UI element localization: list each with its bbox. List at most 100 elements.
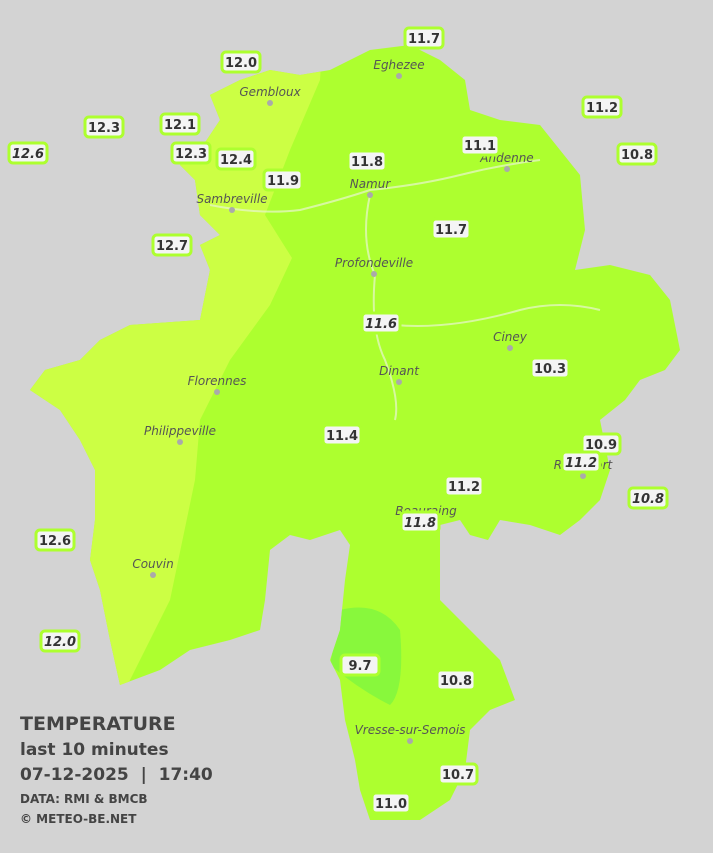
station: 11.8 <box>399 510 441 534</box>
station-box <box>435 668 477 692</box>
legend-source: DATA: RMI & BMCB <box>20 792 148 806</box>
station-box <box>403 26 445 50</box>
town-label: Namur <box>350 177 392 191</box>
station-box <box>346 149 388 173</box>
station-box <box>83 115 125 139</box>
town-dot <box>229 207 235 213</box>
station: 12.6 <box>34 528 76 552</box>
station-value: 11.4 <box>326 429 358 444</box>
town-label: Dinant <box>379 364 420 378</box>
station: 9.7 <box>339 653 381 677</box>
station-value: 11.7 <box>435 223 467 238</box>
station-value: 12.6 <box>39 534 71 549</box>
station: 11.9 <box>262 168 304 192</box>
station-box <box>220 50 262 74</box>
town-label: Couvin <box>132 557 173 571</box>
station: 11.7 <box>430 217 472 241</box>
town-dot <box>504 166 510 172</box>
town-label: Eghezee <box>373 58 424 72</box>
station-value: 10.9 <box>585 438 617 453</box>
town-dot <box>214 389 220 395</box>
station: 12.4 <box>215 147 257 171</box>
station: 10.9 <box>580 432 622 456</box>
station: 10.8 <box>616 142 658 166</box>
legend-title: TEMPERATURE <box>20 713 176 735</box>
station-box <box>321 423 363 447</box>
station: 12.7 <box>151 233 193 257</box>
station-box <box>399 510 441 534</box>
station-box <box>151 233 193 257</box>
town-dot <box>407 738 413 744</box>
legend-datetime: 07-12-2025 | 17:40 <box>20 765 213 785</box>
town-label: Sambreville <box>196 192 267 206</box>
station: 11.6 <box>360 311 402 335</box>
station-box <box>262 168 304 192</box>
station-value: 11.2 <box>448 480 480 495</box>
station: 11.2 <box>443 474 485 498</box>
legend-credit: © METEO-BE.NET <box>20 812 137 826</box>
station: 12.3 <box>170 141 212 165</box>
station: 12.0 <box>220 50 262 74</box>
station-value: 12.3 <box>175 147 207 162</box>
town-label: Vresse-sur-Semois <box>355 723 466 737</box>
town-label: Ciney <box>493 330 528 344</box>
station-box <box>529 356 571 380</box>
station: 11.2 <box>581 95 623 119</box>
town-label: Philippeville <box>144 424 216 438</box>
station-box <box>437 762 479 786</box>
station-value: 11.2 <box>565 456 597 471</box>
station: 10.7 <box>437 762 479 786</box>
station: 11.1 <box>459 133 501 157</box>
station-box <box>170 141 212 165</box>
town-label: Florennes <box>188 374 247 388</box>
station-value: 10.8 <box>632 492 664 507</box>
station-box <box>7 141 49 165</box>
station: 10.3 <box>529 356 571 380</box>
town-label: Gembloux <box>239 85 301 99</box>
station-value: 10.3 <box>534 362 566 377</box>
station-box <box>360 311 402 335</box>
station-box <box>443 474 485 498</box>
town-dot <box>177 439 183 445</box>
station: 11.8 <box>346 149 388 173</box>
station: 12.1 <box>159 112 201 136</box>
station-value: 11.8 <box>351 155 383 170</box>
station-value: 10.8 <box>621 148 653 163</box>
station-box <box>430 217 472 241</box>
town-dot <box>396 73 402 79</box>
town-dot <box>150 572 156 578</box>
station-value: 12.3 <box>88 121 120 136</box>
station-box <box>627 486 669 510</box>
town-label: Profondeville <box>335 256 413 270</box>
station-box <box>616 142 658 166</box>
station-box <box>159 112 201 136</box>
station: 10.8 <box>435 668 477 692</box>
station-value: 12.0 <box>225 56 257 71</box>
station-value: 12.7 <box>156 239 188 254</box>
station-value: 11.2 <box>586 101 618 116</box>
station-value: 11.6 <box>365 317 397 332</box>
station-value: 11.1 <box>464 139 496 154</box>
town-dot <box>580 473 586 479</box>
town-dot <box>367 192 373 198</box>
station-value: 11.0 <box>375 797 407 812</box>
town-dot <box>371 271 377 277</box>
station-box <box>215 147 257 171</box>
station-box <box>39 629 81 653</box>
station-box <box>370 791 412 815</box>
town-dot <box>267 100 273 106</box>
legend-subtitle: last 10 minutes <box>20 740 169 760</box>
station: 11.7 <box>403 26 445 50</box>
station: 12.0 <box>39 629 81 653</box>
station-value: 9.7 <box>348 659 371 674</box>
station: 12.3 <box>83 115 125 139</box>
station-value: 12.1 <box>164 118 196 133</box>
station-value: 10.7 <box>442 768 474 783</box>
station-value: 12.6 <box>12 147 44 162</box>
station: 10.8 <box>627 486 669 510</box>
station-value: 11.9 <box>267 174 299 189</box>
station-box <box>560 450 602 474</box>
station: 12.6 <box>7 141 49 165</box>
station: 11.4 <box>321 423 363 447</box>
station-value: 11.8 <box>404 516 436 531</box>
